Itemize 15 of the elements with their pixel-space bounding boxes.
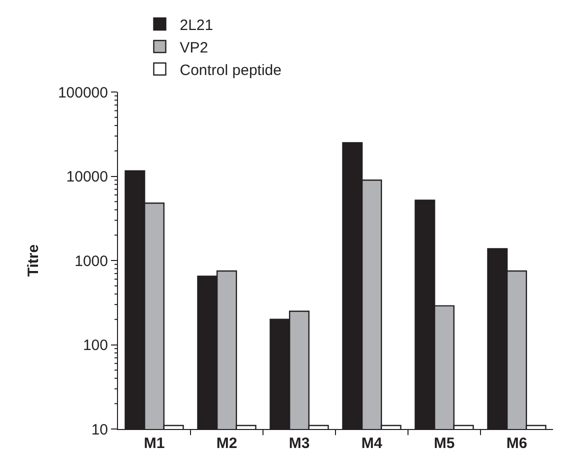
legend-label: Control peptide	[180, 62, 282, 79]
x-tick-label: M6	[506, 435, 528, 452]
legend-label: 2L21	[180, 16, 214, 34]
y-tick-label: 100000	[58, 84, 108, 102]
x-tick-label: M4	[361, 435, 383, 452]
x-tick-label: M5	[434, 435, 455, 452]
y-tick-label: 10	[91, 421, 108, 438]
y-axis-title: Titre	[25, 244, 42, 277]
legend-label: VP2	[180, 39, 208, 56]
x-tick-label: M1	[144, 435, 165, 452]
y-tick-label: 10000	[66, 168, 108, 186]
y-tick-label: 100	[82, 337, 108, 354]
y-tick-label: 1000	[74, 252, 108, 270]
x-tick-label: M3	[288, 435, 310, 452]
x-tick-label: M2	[216, 435, 238, 452]
